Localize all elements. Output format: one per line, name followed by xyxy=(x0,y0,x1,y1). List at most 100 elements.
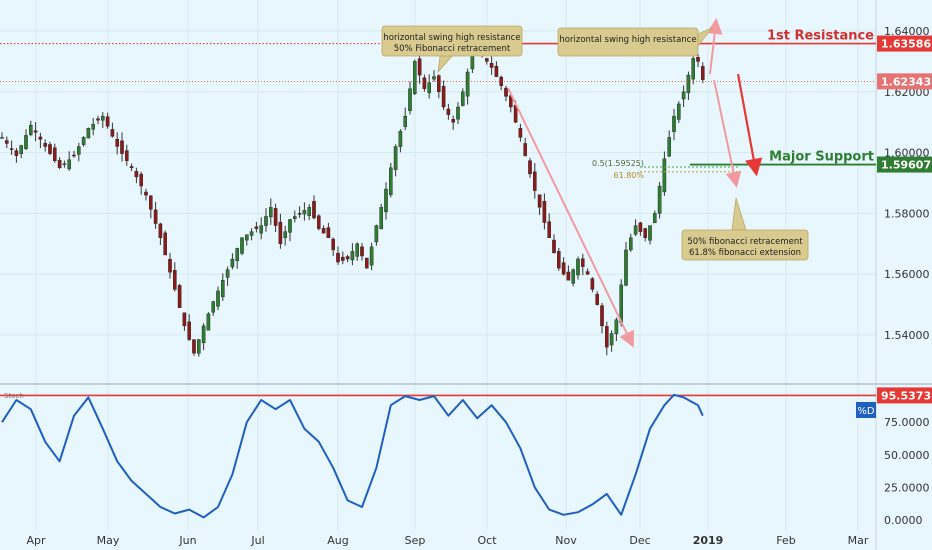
resistance-1-name: 1st Resistance xyxy=(767,29,874,44)
candle-body xyxy=(317,215,321,229)
candle-body xyxy=(590,278,595,290)
candle-body xyxy=(451,118,456,123)
candle-body xyxy=(269,207,273,218)
candle-body xyxy=(206,313,211,331)
support-name: Major Support xyxy=(769,150,874,165)
candle-body xyxy=(408,88,412,111)
time-tick-label: Aug xyxy=(327,534,348,547)
candle-body xyxy=(629,237,633,251)
time-tick-label: Apr xyxy=(26,534,46,547)
price-grid xyxy=(0,0,876,530)
candle-body xyxy=(254,226,259,229)
candle-body xyxy=(14,150,19,156)
candle-body xyxy=(643,228,647,238)
candle-body xyxy=(686,74,691,94)
candle-body xyxy=(43,143,47,147)
candle-body xyxy=(336,252,340,263)
price-tick-label: 1.58000 xyxy=(884,207,930,220)
candle-body xyxy=(326,227,331,238)
candle-body xyxy=(605,326,609,348)
candle-body xyxy=(196,339,201,354)
price-tick-label: 1.60000 xyxy=(884,147,930,160)
candle-body xyxy=(379,207,384,230)
stochastic-pane: Stoch0.000025.000050.000075.000095.5373%… xyxy=(0,387,932,527)
candle-body xyxy=(465,71,470,97)
candle-body xyxy=(561,262,566,275)
candle-body xyxy=(585,271,590,275)
candle-body xyxy=(417,58,422,76)
candle-body xyxy=(614,319,619,335)
candle-body xyxy=(422,77,427,89)
candle-body xyxy=(225,269,230,278)
candle-body xyxy=(312,201,316,219)
time-tick-label: Mar xyxy=(848,534,869,547)
candle-body xyxy=(288,219,292,233)
candle-body xyxy=(701,66,705,80)
resistance-1-tag-label: 1.63586 xyxy=(881,38,931,51)
time-tick-label: Nov xyxy=(555,534,577,547)
candle-body xyxy=(696,57,700,62)
candle-body xyxy=(528,160,532,175)
support-tag-label: 1.59607 xyxy=(881,159,931,172)
candle-body xyxy=(691,58,695,80)
candle-body xyxy=(374,225,379,243)
swing-down-arrow xyxy=(507,87,634,348)
candle-body xyxy=(461,91,465,106)
stoch-overbought-tag-label: 95.5373 xyxy=(881,389,931,402)
candle-body xyxy=(100,115,105,121)
candles xyxy=(0,43,705,357)
support-tag xyxy=(877,156,932,173)
candle-body xyxy=(345,256,350,260)
candle-body xyxy=(355,243,360,257)
callout-swing-high-fib-text: horizontal swing high resistance xyxy=(383,33,520,43)
time-tick-label: Dec xyxy=(629,534,650,547)
candle-body xyxy=(192,339,196,354)
stoch-d-line xyxy=(1,393,704,519)
candle-body xyxy=(129,166,134,169)
callout-swing-high-fib xyxy=(381,25,523,57)
candle-body xyxy=(153,209,158,224)
candle-body xyxy=(62,163,67,165)
candle-body xyxy=(168,258,172,273)
candle-body xyxy=(485,58,489,62)
candle-body xyxy=(144,191,148,196)
candle-body xyxy=(29,125,33,135)
candle-body xyxy=(72,154,76,157)
candle-body xyxy=(350,251,355,261)
stoch-tick-label: 0.0000 xyxy=(884,514,923,527)
candle-body xyxy=(230,258,235,268)
callout-fib-extension-text: 61.8% fibonacci extension xyxy=(689,248,801,258)
candle-body xyxy=(437,75,441,93)
candle-body xyxy=(216,290,220,307)
candle-body xyxy=(259,225,264,234)
candle-body xyxy=(9,148,14,150)
price-axis: 1.540001.560001.580001.600001.620001.640… xyxy=(884,25,930,342)
candle-body xyxy=(158,223,163,238)
candle-body xyxy=(81,137,86,145)
fib-level-label: 0.5(1.59525) xyxy=(592,159,644,168)
time-tick-label: Feb xyxy=(776,534,795,547)
price-tick-label: 1.54000 xyxy=(884,329,930,342)
candle-body xyxy=(672,115,676,132)
candle-body xyxy=(432,76,436,80)
candle-body xyxy=(571,269,575,284)
candle-body xyxy=(201,325,206,344)
candle-body xyxy=(297,213,302,215)
candle-body xyxy=(293,216,297,220)
candle-body xyxy=(504,87,508,97)
candle-body xyxy=(552,239,556,254)
candle-body xyxy=(667,137,671,157)
stoch-tick-label: 50.0000 xyxy=(884,449,930,462)
price-tick-label: 1.56000 xyxy=(884,268,930,281)
target-arrow xyxy=(736,73,763,177)
candle-body xyxy=(547,221,551,238)
candle-body xyxy=(187,321,192,340)
time-tick-label: Jun xyxy=(178,534,196,547)
candle-body xyxy=(341,256,345,261)
stoch-tick-label: 75.0000 xyxy=(884,416,930,429)
callout-swing-high xyxy=(557,27,699,57)
candle-body xyxy=(53,147,57,161)
swing-up-arrow xyxy=(706,18,723,75)
